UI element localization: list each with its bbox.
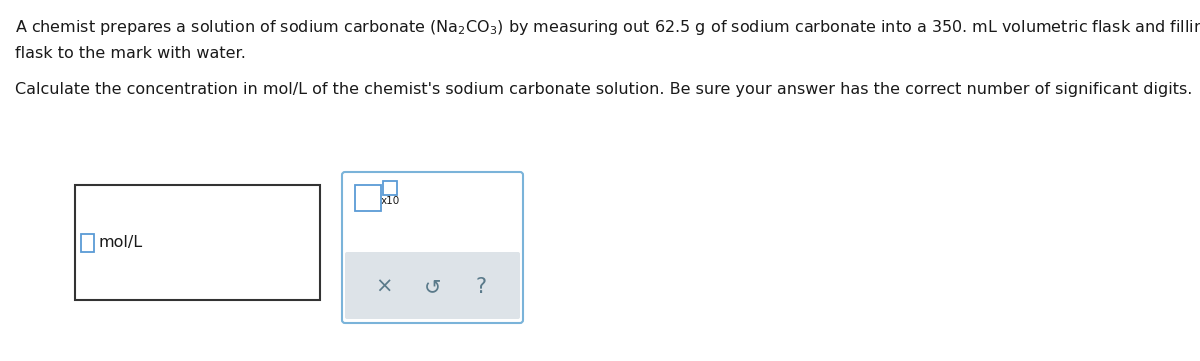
FancyBboxPatch shape xyxy=(342,172,523,323)
Text: x10: x10 xyxy=(382,196,401,206)
Text: Calculate the concentration in mol/L of the chemist's sodium carbonate solution.: Calculate the concentration in mol/L of … xyxy=(14,82,1193,97)
FancyBboxPatch shape xyxy=(346,252,520,319)
Bar xyxy=(82,234,94,252)
Bar xyxy=(383,181,397,195)
Text: ×: × xyxy=(374,277,392,297)
Text: mol/L: mol/L xyxy=(98,235,143,250)
Text: A chemist prepares a solution of sodium carbonate $\left(\mathrm{Na_2CO_3}\right: A chemist prepares a solution of sodium … xyxy=(14,18,1200,37)
Text: ↺: ↺ xyxy=(424,277,442,297)
Text: ?: ? xyxy=(476,277,487,297)
Bar xyxy=(74,185,320,300)
Text: flask to the mark with water.: flask to the mark with water. xyxy=(14,46,246,61)
Bar xyxy=(355,185,382,211)
